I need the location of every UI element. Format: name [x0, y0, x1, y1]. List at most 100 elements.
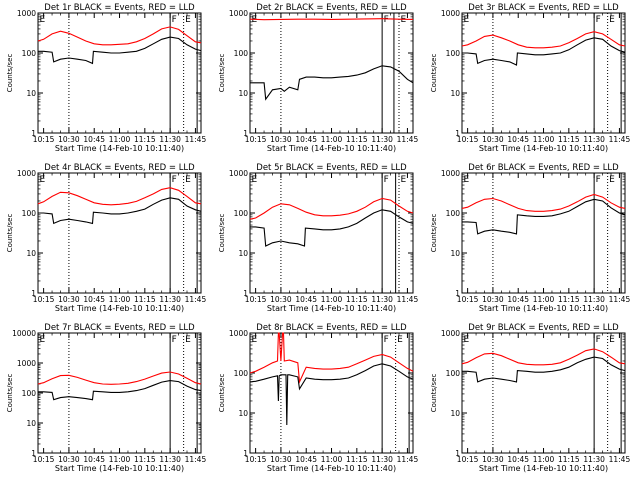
x-tick-label: 11:30 — [371, 455, 393, 464]
marker-label-left: E — [252, 335, 258, 345]
y-axis-label: Counts/sec — [6, 214, 14, 253]
x-tick-label: 10:30 — [58, 295, 80, 304]
x-tick-label: 11:00 — [109, 295, 131, 304]
x-tick-label: 11:45 — [397, 135, 419, 144]
x-tick-label: 10:15 — [33, 135, 55, 144]
marker-label: E — [185, 15, 191, 25]
y-tick-label: 1 — [243, 449, 248, 458]
x-tick-label: 11:00 — [533, 455, 555, 464]
y-tick-label: 1 — [455, 449, 460, 458]
y-tick-label: 100 — [22, 389, 37, 398]
y-axis-label: Counts/sec — [430, 214, 438, 253]
series-events-line — [462, 37, 626, 66]
y-tick-label: 100 — [234, 209, 249, 218]
x-tick-label: 10:15 — [457, 455, 479, 464]
x-tick-label: 10:30 — [482, 135, 504, 144]
x-tick-label: 11:00 — [533, 135, 555, 144]
x-axis-label: Start Time (14-Feb-10 10:11:40) — [479, 464, 608, 473]
series-lld-line — [461, 348, 626, 366]
x-tick-label: 11:45 — [397, 455, 419, 464]
marker-label: F — [384, 335, 389, 345]
x-tick-label: 10:30 — [270, 295, 292, 304]
x-tick-label: 10:30 — [58, 135, 80, 144]
marker-label: E — [609, 335, 615, 345]
chart-panel: Det 7r BLACK = Events, RED = LLD 1 10 100 10… — [6, 323, 206, 473]
x-tick-label: 11:45 — [185, 295, 207, 304]
x-tick-label: 11:15 — [134, 295, 156, 304]
x-tick-label: 11:00 — [321, 135, 343, 144]
y-tick-label: 1000 — [229, 9, 248, 18]
x-tick-label: 10:45 — [295, 455, 317, 464]
x-axis-label: Start Time (14-Feb-10 10:11:40) — [55, 304, 184, 313]
chart-title: Det 5r BLACK = Events, RED = LLD — [256, 163, 407, 173]
y-tick-label: 100 — [234, 369, 249, 378]
x-tick-label: 10:15 — [33, 295, 55, 304]
marker-label-left: E — [252, 175, 258, 185]
marker-label: F — [596, 335, 601, 345]
marker-label-left: E — [40, 175, 46, 185]
chart-panel: Det 5r BLACK = Events, RED = LLD 1 10 100 10… — [218, 163, 418, 313]
x-tick-label: 11:15 — [346, 295, 368, 304]
y-tick-label: 1 — [243, 289, 248, 298]
y-axis-label: Counts/sec — [430, 54, 438, 93]
y-tick-label: 1 — [455, 289, 460, 298]
series-events-line — [38, 36, 202, 65]
chart-title: Det 1r BLACK = Events, RED = LLD — [44, 3, 195, 13]
x-tick-label: 11:30 — [371, 295, 393, 304]
x-axis-label: Start Time (14-Feb-10 10:11:40) — [479, 144, 608, 153]
marker-label: E — [400, 15, 406, 25]
series-lld-line — [249, 332, 414, 385]
x-axis-label: Start Time (14-Feb-10 10:11:40) — [267, 304, 396, 313]
y-tick-label: 1000 — [17, 359, 36, 368]
x-axis-label: Start Time (14-Feb-10 10:11:40) — [267, 464, 396, 473]
x-tick-label: 10:30 — [270, 135, 292, 144]
y-tick-label: 100 — [446, 49, 461, 58]
x-tick-label: 11:30 — [371, 135, 393, 144]
marker-label: F — [172, 15, 177, 25]
y-tick-label: 1 — [31, 449, 36, 458]
x-tick-label: 10:30 — [58, 455, 80, 464]
marker-label: E — [185, 335, 191, 345]
chart-panel: Det 4r BLACK = Events, RED = LLD 1 10 100 10… — [6, 163, 206, 313]
y-tick-label: 10 — [238, 89, 248, 98]
y-axis-label: Counts/sec — [218, 214, 226, 253]
y-tick-label: 10 — [26, 419, 36, 428]
series-lld-line — [461, 193, 626, 212]
series-events-line — [250, 65, 414, 101]
y-tick-label: 1 — [31, 129, 36, 138]
marker-label: F — [596, 175, 601, 185]
x-tick-label: 10:30 — [482, 455, 504, 464]
y-tick-label: 10 — [450, 409, 460, 418]
y-tick-label: 10 — [26, 249, 36, 258]
x-tick-label: 10:30 — [270, 455, 292, 464]
marker-label-left: E — [252, 15, 258, 25]
y-tick-label: 1000 — [229, 169, 248, 178]
y-tick-label: 10 — [450, 89, 460, 98]
x-tick-label: 10:45 — [295, 295, 317, 304]
marker-label: F — [384, 175, 389, 185]
y-axis-label: Counts/sec — [218, 374, 226, 413]
y-tick-label: 10 — [450, 249, 460, 258]
chart-panel: Det 8r BLACK = Events, RED = LLD 1 10 100 10… — [218, 323, 418, 473]
x-tick-label: 11:00 — [109, 135, 131, 144]
marker-label: F — [596, 15, 601, 25]
x-tick-label: 10:45 — [507, 455, 529, 464]
x-tick-label: 11:15 — [558, 135, 580, 144]
x-tick-label: 11:45 — [609, 135, 631, 144]
x-tick-label: 11:45 — [609, 295, 631, 304]
x-tick-label: 10:45 — [507, 135, 529, 144]
chart-panel: Det 2r BLACK = Events, RED = LLD 1 10 100 10… — [218, 3, 418, 153]
y-tick-label: 10000 — [12, 329, 36, 338]
x-tick-label: 10:15 — [245, 295, 267, 304]
marker-label-left: E — [40, 15, 46, 25]
x-tick-label: 11:15 — [134, 135, 156, 144]
x-tick-label: 11:00 — [109, 455, 131, 464]
series-events-line — [249, 363, 414, 426]
series-lld-line — [37, 187, 202, 206]
marker-label: E — [609, 15, 615, 25]
x-tick-label: 10:45 — [83, 455, 105, 464]
x-tick-label: 10:45 — [83, 295, 105, 304]
marker-label: F — [384, 15, 389, 25]
